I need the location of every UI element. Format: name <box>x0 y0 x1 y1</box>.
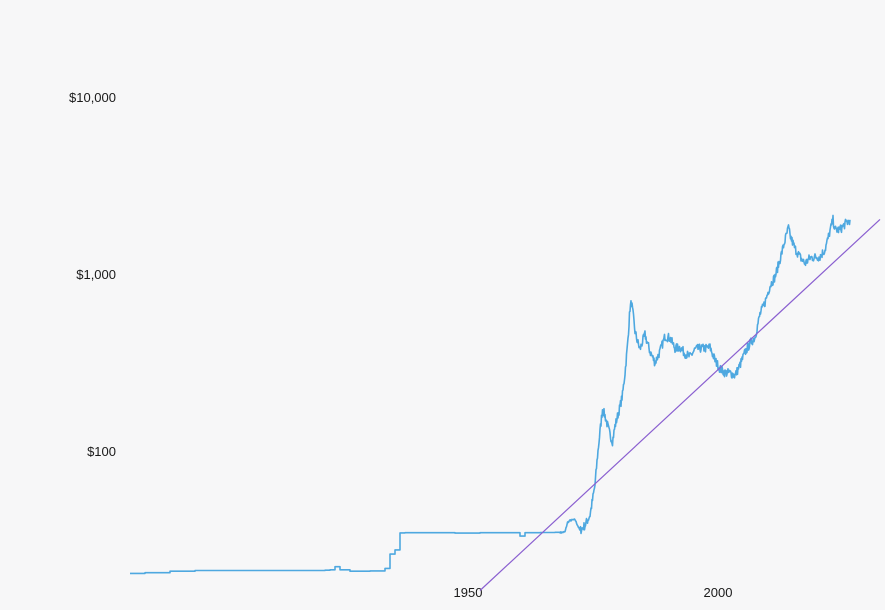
y-tick-label: $10,000 <box>69 90 116 105</box>
price-series-line <box>559 214 851 535</box>
price-series-line <box>130 531 561 575</box>
x-tick-label: 1950 <box>454 585 483 600</box>
x-tick-label: 2000 <box>704 585 733 600</box>
series-layer <box>130 214 881 591</box>
y-tick-label: $1,000 <box>76 267 116 282</box>
y-tick-label: $100 <box>87 444 116 459</box>
y-axis-ticks: $100 $1,000 $10,000 <box>69 90 116 459</box>
x-axis-ticks: 1950 2000 <box>454 585 733 600</box>
trend-line <box>479 218 881 591</box>
